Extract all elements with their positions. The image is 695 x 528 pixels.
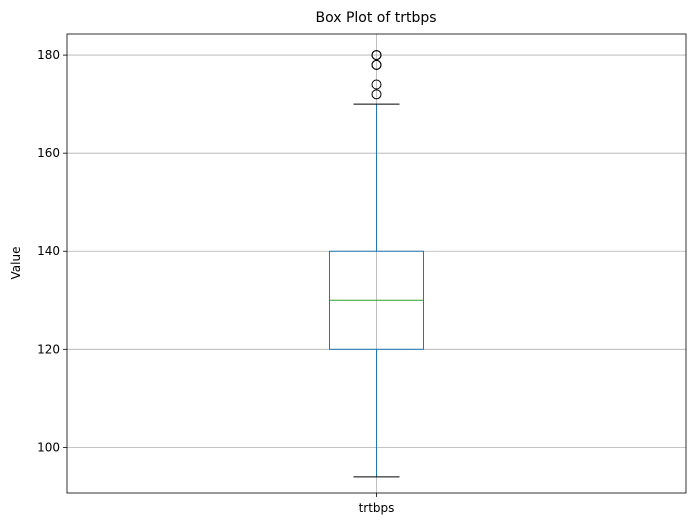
outlier-point <box>371 79 382 90</box>
y-tick-label: 120 <box>37 342 60 356</box>
x-tick-label: trtbps <box>359 501 395 515</box>
outlier-point <box>371 89 382 100</box>
y-tick-label: 180 <box>37 48 60 62</box>
y-tick-label: 160 <box>37 146 60 160</box>
y-tick-label: 100 <box>37 440 60 454</box>
chart-title: Box Plot of trtbps <box>315 10 436 26</box>
axis-layer: 100 120 140 160 180 trtbps <box>37 48 394 515</box>
outlier-point <box>371 59 382 70</box>
outlier-point <box>371 50 382 61</box>
plot-frame <box>66 33 687 494</box>
y-tick-label: 140 <box>37 244 60 258</box>
box-layer <box>329 50 424 478</box>
y-axis-title: Value <box>9 247 23 280</box>
